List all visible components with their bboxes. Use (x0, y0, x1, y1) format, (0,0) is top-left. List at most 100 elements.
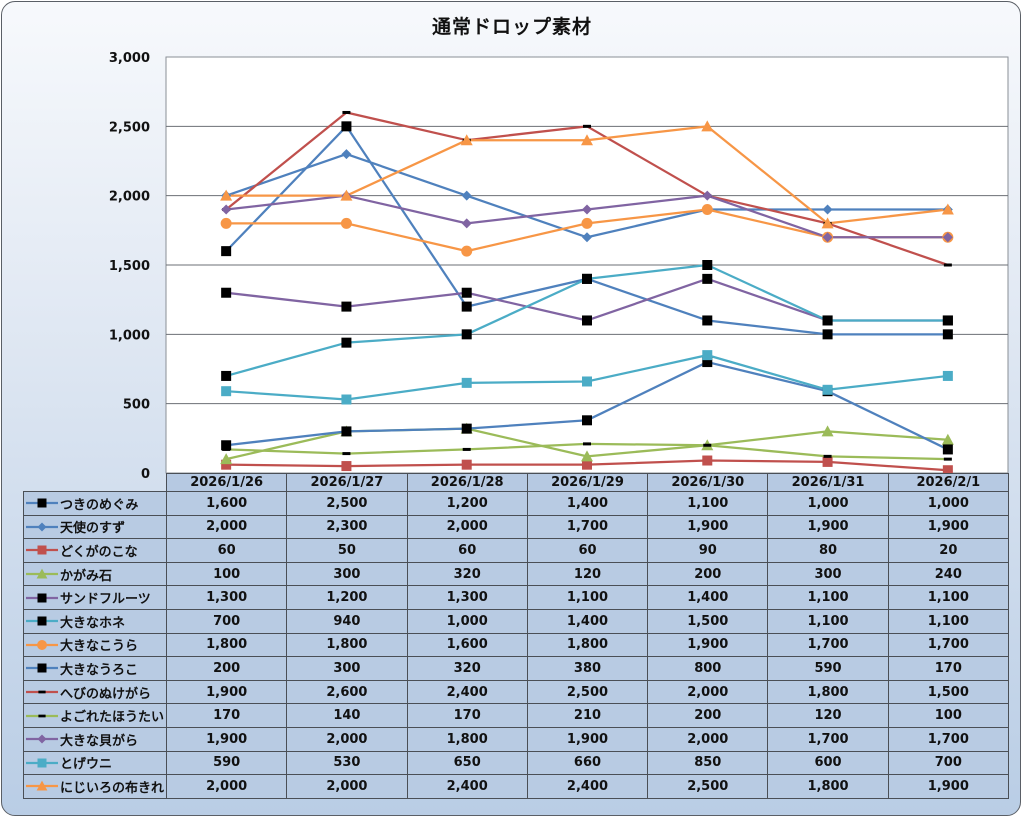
legend-entry: 大きなこうら (23, 632, 167, 658)
legend-label: 天使のすず (60, 521, 126, 537)
data-label: 320 (406, 656, 528, 681)
data-label: 1,300 (406, 585, 528, 610)
table-row: へびのぬけがら 1,900 2,600 2,400 2,500 2,000 1,800 1,5… (23, 679, 1009, 705)
data-label: 1,800 (767, 679, 889, 705)
data-point-7-4 (702, 357, 713, 368)
data-point-5-0 (221, 370, 232, 381)
data-point-10-2 (461, 218, 472, 229)
data-label: 60 (165, 538, 288, 563)
data-point-8-6 (943, 263, 952, 267)
data-label: 210 (526, 703, 649, 728)
data-label: 1,100 (647, 491, 769, 516)
table-row: よごれたほうたい 170 140 170 210 200 120 100 (23, 703, 1009, 728)
data-point-7-1 (341, 426, 352, 437)
data-label: 2,000 (647, 679, 769, 705)
table-row: つきのめぐみ 1,600 2,500 1,200 1,400 1,100 1,000 1,00… (23, 491, 1009, 516)
data-point-12-0 (220, 189, 233, 201)
data-label: 800 (647, 656, 769, 681)
data-label: 120 (767, 703, 889, 728)
data-label: 60 (526, 538, 649, 563)
data-point-1-5 (822, 204, 833, 215)
data-label: 1,900 (647, 514, 769, 540)
data-label: 200 (165, 656, 288, 681)
y-tick-label: 2,000 (109, 190, 150, 205)
data-label: 530 (286, 750, 408, 776)
legend-entry: よごれたほうたい (23, 703, 167, 728)
data-label: 20 (887, 538, 1009, 563)
legend-key-icon (26, 498, 58, 508)
data-label: 2,400 (526, 774, 649, 799)
legend-entry: 天使のすず (23, 514, 167, 540)
data-label: 2,500 (286, 491, 408, 516)
data-point-12-3 (581, 134, 593, 146)
data-point-3-0 (220, 453, 233, 465)
legend-entry: 大きなホネ (23, 608, 167, 634)
y-tick-label: 3,000 (109, 51, 150, 66)
data-label: 1,800 (406, 726, 528, 752)
data-label: 1,200 (406, 491, 528, 516)
data-label: 1,800 (286, 632, 408, 658)
data-label: 380 (526, 656, 649, 681)
data-label: 1,400 (647, 585, 769, 610)
data-point-2-0 (221, 459, 232, 470)
data-point-6-1 (340, 217, 352, 229)
table-row: サンドフルーツ 1,300 1,200 1,300 1,100 1,400 1,100 1,1… (23, 585, 1009, 610)
data-label: 1,700 (887, 632, 1009, 658)
data-label: 2,500 (526, 679, 649, 705)
data-point-8-3 (583, 124, 591, 128)
legend-key-icon (26, 616, 58, 626)
legend-label: よごれたほうたい (60, 710, 165, 726)
data-point-6-4 (701, 204, 713, 216)
data-label: 1,200 (286, 585, 408, 610)
y-tick-label: 1,000 (109, 328, 150, 343)
data-point-6-0 (220, 217, 232, 229)
table-row: にじいろの布きれ 2,000 2,000 2,400 2,400 2,500 1,800 1,… (23, 774, 1009, 799)
legend-label: つきのめぐみ (60, 497, 139, 513)
data-point-12-6 (941, 203, 954, 215)
data-label: 300 (286, 656, 408, 681)
data-point-2-2 (461, 459, 472, 470)
data-label: 2,000 (647, 726, 769, 752)
data-label: 1,500 (647, 608, 769, 634)
data-label: 650 (406, 750, 528, 776)
data-point-10-5 (822, 232, 833, 243)
data-label: 1,100 (767, 585, 889, 610)
chart-title: 通常ドロップ素材 (431, 16, 592, 38)
data-label: 120 (526, 561, 649, 587)
data-point-11-5 (822, 384, 833, 395)
data-point-9-6 (943, 457, 952, 461)
data-label: 1,300 (165, 585, 288, 610)
data-point-5-1 (341, 337, 352, 348)
data-label: 590 (767, 656, 889, 681)
data-point-10-3 (582, 204, 592, 215)
data-point-4-1 (341, 301, 352, 312)
data-point-9-5 (823, 454, 832, 458)
data-label: 60 (406, 538, 528, 563)
legend-label: サンドフルーツ (60, 592, 151, 608)
data-label: 240 (887, 561, 1009, 587)
data-label: 1,700 (887, 726, 1009, 752)
data-point-11-0 (221, 386, 232, 397)
data-point-7-0 (221, 440, 232, 451)
legend-entry: つきのめぐみ (23, 491, 167, 516)
data-label: 1,700 (767, 632, 889, 658)
legend-label: かがみ石 (60, 568, 113, 584)
data-point-2-4 (702, 455, 713, 466)
data-label: 1,700 (526, 514, 649, 540)
y-tick-label: 1,500 (109, 259, 150, 274)
data-label: 1,900 (526, 726, 649, 752)
data-point-5-3 (582, 273, 592, 284)
data-point-4-0 (221, 287, 232, 298)
data-point-0-2 (461, 301, 472, 312)
legend-entry: どくがのこな (23, 538, 167, 563)
data-point-11-4 (702, 350, 713, 361)
data-point-11-6 (942, 370, 953, 381)
data-point-8-1 (342, 110, 351, 114)
data-point-0-6 (942, 329, 953, 340)
data-point-2-1 (341, 461, 352, 472)
data-point-1-1 (341, 149, 352, 160)
data-label: 1,100 (526, 585, 649, 610)
legend-key-icon (26, 758, 58, 768)
data-point-11-3 (582, 376, 592, 387)
